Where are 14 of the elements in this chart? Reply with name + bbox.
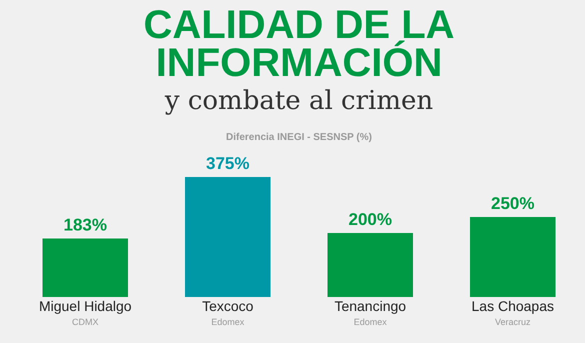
text: Diferencia INEGI - SESNSP (%) (226, 132, 372, 143)
bar (185, 177, 270, 297)
data-label: 200% (348, 210, 392, 229)
category-label: Texcoco Edomex (202, 298, 254, 327)
bar (328, 233, 413, 297)
chart-subtitle: y combate al crimen (164, 86, 434, 116)
bar (470, 217, 556, 297)
category-label: Miguel Hidalgo CDMX (38, 298, 132, 327)
data-label: 375% (206, 154, 250, 173)
category-label: Las Choapas Veracruz (471, 298, 554, 327)
category-label: Tenancingo Edomex (334, 298, 406, 327)
data-label: 250% (491, 194, 534, 213)
bar (42, 238, 128, 297)
data-label: 183% (64, 215, 107, 234)
